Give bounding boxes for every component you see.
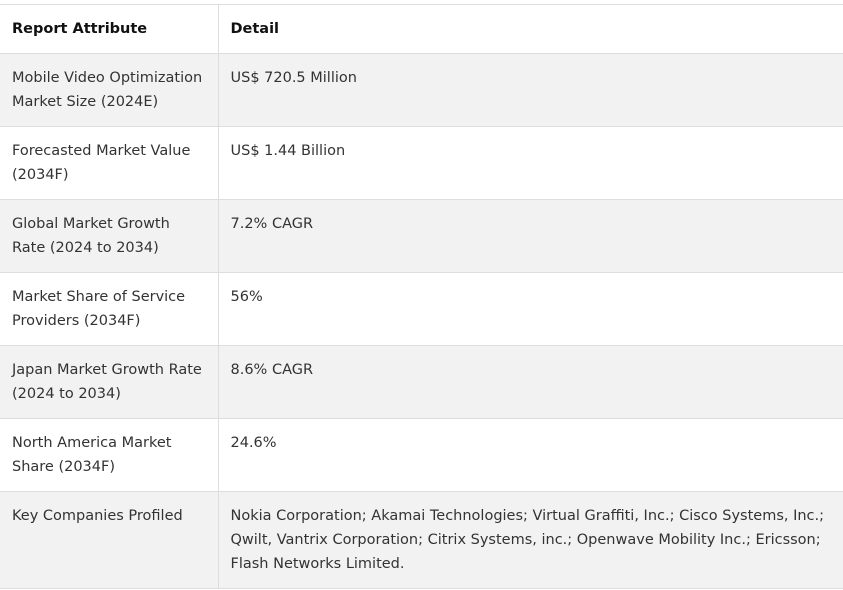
attribute-cell: Market Share of Service Providers (2034F… bbox=[0, 272, 219, 346]
table-row: Global Market Growth Rate (2024 to 2034)… bbox=[0, 199, 843, 273]
detail-cell: 8.6% CAGR bbox=[217, 345, 843, 419]
table-row: Key Companies Profiled Nokia Corporation… bbox=[0, 491, 843, 589]
detail-cell: 7.2% CAGR bbox=[217, 199, 843, 273]
header-detail: Detail bbox=[217, 4, 843, 54]
detail-cell: Nokia Corporation; Akamai Technologies; … bbox=[217, 491, 843, 589]
attribute-cell: Forecasted Market Value (2034F) bbox=[0, 126, 219, 200]
report-attributes-table-container: Report Attribute Detail Mobile Video Opt… bbox=[0, 4, 843, 589]
attribute-cell: Japan Market Growth Rate (2024 to 2034) bbox=[0, 345, 219, 419]
table-row: Market Share of Service Providers (2034F… bbox=[0, 272, 843, 346]
table-row: Japan Market Growth Rate (2024 to 2034) … bbox=[0, 345, 843, 419]
detail-cell: 56% bbox=[217, 272, 843, 346]
detail-cell: 24.6% bbox=[217, 418, 843, 492]
table-row: North America Market Share (2034F) 24.6% bbox=[0, 418, 843, 492]
detail-cell: US$ 720.5 Million bbox=[217, 53, 843, 127]
attribute-cell: Key Companies Profiled bbox=[0, 491, 219, 589]
table-row: Forecasted Market Value (2034F) US$ 1.44… bbox=[0, 126, 843, 200]
report-attributes-table: Report Attribute Detail Mobile Video Opt… bbox=[0, 4, 843, 589]
attribute-cell: Mobile Video Optimization Market Size (2… bbox=[0, 53, 219, 127]
attribute-cell: North America Market Share (2034F) bbox=[0, 418, 219, 492]
table-header-row: Report Attribute Detail bbox=[0, 4, 843, 54]
attribute-cell: Global Market Growth Rate (2024 to 2034) bbox=[0, 199, 219, 273]
table-row: Mobile Video Optimization Market Size (2… bbox=[0, 53, 843, 127]
detail-cell: US$ 1.44 Billion bbox=[217, 126, 843, 200]
header-report-attribute: Report Attribute bbox=[0, 4, 219, 54]
